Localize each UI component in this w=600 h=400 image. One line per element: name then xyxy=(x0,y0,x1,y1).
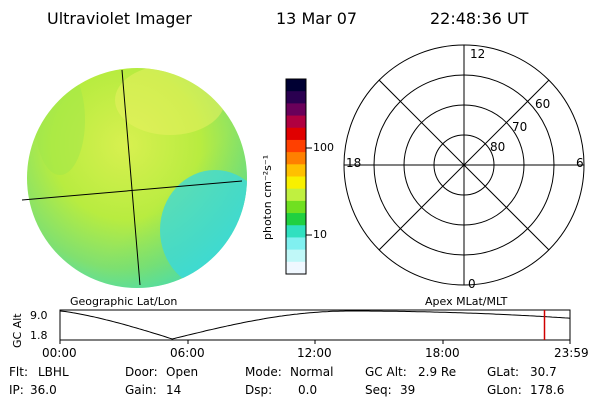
alt-xtick-0000: 00:00 xyxy=(42,346,77,360)
colorbar-segment xyxy=(286,127,306,141)
status-gain-value: 14 xyxy=(166,383,182,397)
status-mode-value: Normal xyxy=(290,365,334,379)
colorbar-segment xyxy=(286,188,306,202)
altitude-curve xyxy=(59,310,571,340)
colorbar-segment xyxy=(286,237,306,251)
meridian-line xyxy=(121,69,141,286)
colorbar-segment xyxy=(286,261,306,275)
alt-xtick-1200: 12:00 xyxy=(297,346,332,360)
colorbar-segment xyxy=(286,152,306,165)
geographic-caption: Geographic Lat/Lon xyxy=(70,295,178,308)
colorbar-frame xyxy=(285,78,307,275)
colorbar-segment xyxy=(286,139,306,153)
equator-line xyxy=(21,180,243,201)
polar-diagonal-2 xyxy=(378,79,550,251)
status-seq-label: Seq: xyxy=(365,383,392,397)
colorbar-label-100: 100 xyxy=(313,141,334,154)
colorbar-segment xyxy=(286,213,306,226)
colorbar-label-10: 10 xyxy=(313,228,327,241)
colorbar-unit-label: photon cm⁻²s⁻¹ xyxy=(261,154,274,240)
status-ip-label: IP: xyxy=(9,383,24,397)
lat-label-60: 60 xyxy=(535,97,551,111)
colorbar-segment xyxy=(286,164,306,177)
status-glon-label: GLon: xyxy=(487,383,522,397)
alt-ylabel: GC Alt xyxy=(11,313,24,348)
alt-ytick-low: 1.8 xyxy=(30,329,48,342)
bright-region xyxy=(115,68,225,135)
colorbar-segment xyxy=(286,225,306,238)
colorbar-segment xyxy=(286,79,306,92)
colorbar-segment xyxy=(286,176,306,190)
alt-ytick-high: 9.0 xyxy=(30,309,48,322)
colorbar-segment xyxy=(286,115,306,129)
status-dsp-value: 0.0 xyxy=(298,383,318,397)
status-door-value: Open xyxy=(166,365,199,379)
time-label: 22:48:36 UT xyxy=(430,9,529,28)
colorbar-segment xyxy=(286,103,306,117)
status-door-label: Door: xyxy=(125,365,158,379)
colorbar-segment xyxy=(286,91,306,104)
colorbar-segment xyxy=(286,200,306,214)
alt-xtick-0600: 06:00 xyxy=(170,346,205,360)
date-label: 13 Mar 07 xyxy=(276,9,358,28)
mlt-label-0: 0 xyxy=(468,277,476,291)
mlt-label-12: 12 xyxy=(470,47,486,61)
alt-xtick-2359: 23:59 xyxy=(554,346,589,360)
status-gcalt-value: 2.9 Re xyxy=(418,365,457,379)
mlt-label-18: 18 xyxy=(346,156,362,170)
status-mode-label: Mode: xyxy=(245,365,282,379)
colorbar xyxy=(286,79,306,275)
status-glon-value: 178.6 xyxy=(530,383,565,397)
lat-label-80: 80 xyxy=(490,140,506,154)
uv-disk-image xyxy=(21,68,247,288)
instrument-title: Ultraviolet Imager xyxy=(47,9,192,28)
polar-grid xyxy=(343,44,585,286)
apex-caption: Apex MLat/MLT xyxy=(425,295,508,308)
alt-xtick-1800: 18:00 xyxy=(425,346,460,360)
mlt-label-6: 6 xyxy=(576,156,584,170)
status-flt-value: LBHL xyxy=(38,365,69,379)
status-gcalt-label: GC Alt: xyxy=(365,365,407,379)
green-region xyxy=(35,68,85,175)
status-flt-label: Flt: xyxy=(9,365,28,379)
status-glat-value: 30.7 xyxy=(530,365,557,379)
status-glat-label: GLat: xyxy=(487,365,520,379)
status-dsp-label: Dsp: xyxy=(245,383,273,397)
colorbar-segment xyxy=(286,249,306,263)
status-gain-label: Gain: xyxy=(125,383,157,397)
lat-label-70: 70 xyxy=(512,120,528,134)
cyan-region xyxy=(160,170,247,288)
status-seq-value: 39 xyxy=(400,383,416,397)
status-ip-value: 36.0 xyxy=(30,383,57,397)
